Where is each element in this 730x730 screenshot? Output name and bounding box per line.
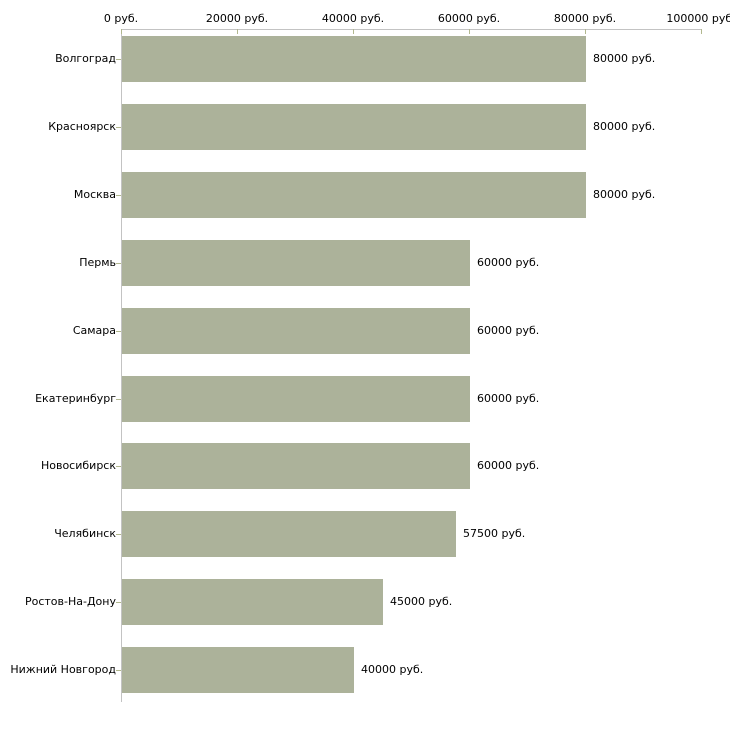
bar xyxy=(122,376,470,422)
value-label: 60000 руб. xyxy=(477,391,540,405)
value-label: 40000 руб. xyxy=(361,663,424,677)
bar xyxy=(122,36,586,82)
bar xyxy=(122,172,586,218)
x-axis-tick-mark xyxy=(701,29,702,34)
category-label: Ростов-На-Дону xyxy=(24,595,116,609)
x-axis-tick-label: 40000 руб. xyxy=(321,12,385,25)
value-label: 60000 руб. xyxy=(477,323,540,337)
category-tick-mark xyxy=(116,59,121,60)
bar xyxy=(122,240,470,286)
x-axis-tick-label: 80000 руб. xyxy=(553,12,617,25)
category-label: Москва xyxy=(73,187,116,201)
x-axis-line xyxy=(121,29,702,30)
x-axis-tick-mark xyxy=(353,29,354,34)
category-label: Самара xyxy=(72,323,116,337)
x-axis-tick-mark xyxy=(237,29,238,34)
value-label: 60000 руб. xyxy=(477,255,540,269)
category-tick-mark xyxy=(116,534,121,535)
category-tick-mark xyxy=(116,602,121,603)
value-label: 80000 руб. xyxy=(593,187,656,201)
value-label: 80000 руб. xyxy=(593,119,656,133)
category-label: Екатеринбург xyxy=(35,391,116,405)
x-axis-tick-mark xyxy=(121,29,122,34)
bar xyxy=(122,443,470,489)
category-label: Волгоград xyxy=(55,52,116,65)
value-label: 45000 руб. xyxy=(390,595,453,609)
category-tick-mark xyxy=(116,331,121,332)
bar xyxy=(122,579,383,625)
bar xyxy=(122,308,470,354)
category-tick-mark xyxy=(116,195,121,196)
x-axis-tick-mark xyxy=(585,29,586,34)
category-label: Новосибирск xyxy=(40,459,116,473)
bar xyxy=(122,511,456,557)
category-tick-mark xyxy=(116,399,121,400)
category-tick-mark xyxy=(116,466,121,467)
x-axis-tick-label: 0 руб. xyxy=(103,12,139,25)
value-label: 60000 руб. xyxy=(477,459,540,473)
x-axis-tick-label: 20000 руб. xyxy=(205,12,269,25)
y-axis-line xyxy=(121,29,122,702)
bar xyxy=(122,647,354,693)
category-label: Нижний Новгород xyxy=(10,663,116,677)
x-axis-tick-label: 60000 руб. xyxy=(437,12,501,25)
category-tick-mark xyxy=(116,263,121,264)
category-tick-mark xyxy=(116,127,121,128)
x-axis-tick-label: 100000 руб. xyxy=(666,12,730,25)
category-tick-mark xyxy=(116,670,121,671)
category-label: Красноярск xyxy=(48,119,116,133)
bar xyxy=(122,104,586,150)
x-axis-tick-mark xyxy=(469,29,470,34)
category-label: Челябинск xyxy=(54,527,116,541)
value-label: 57500 руб. xyxy=(463,527,526,541)
category-label: Пермь xyxy=(79,255,116,269)
value-label: 80000 руб. xyxy=(593,52,656,65)
